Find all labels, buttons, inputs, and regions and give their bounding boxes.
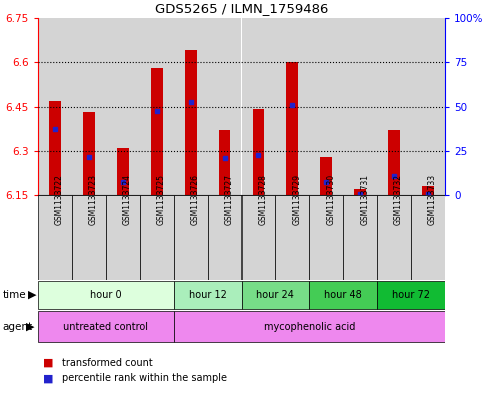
Bar bbox=[377, 281, 445, 309]
Text: hour 12: hour 12 bbox=[189, 290, 227, 300]
Bar bbox=[377, 195, 411, 280]
Text: hour 48: hour 48 bbox=[325, 290, 362, 300]
Bar bbox=[411, 195, 445, 280]
Text: ■: ■ bbox=[43, 373, 53, 383]
Bar bbox=[38, 281, 174, 309]
Text: GSM1133732: GSM1133732 bbox=[394, 174, 403, 225]
Bar bbox=[83, 112, 95, 195]
Text: GSM1133725: GSM1133725 bbox=[156, 174, 166, 225]
Text: GSM1133727: GSM1133727 bbox=[225, 174, 234, 225]
Text: GSM1133723: GSM1133723 bbox=[89, 174, 98, 225]
Text: GSM1133726: GSM1133726 bbox=[191, 174, 199, 225]
Bar bbox=[38, 18, 72, 195]
Bar bbox=[309, 195, 343, 280]
Bar bbox=[422, 186, 434, 195]
Bar bbox=[343, 18, 377, 195]
Bar bbox=[185, 50, 197, 195]
Bar bbox=[174, 281, 242, 309]
Text: GSM1133722: GSM1133722 bbox=[55, 174, 64, 225]
Bar bbox=[275, 18, 309, 195]
Bar bbox=[253, 109, 264, 195]
Bar bbox=[242, 281, 309, 309]
Bar bbox=[242, 195, 275, 280]
Text: GSM1133730: GSM1133730 bbox=[327, 174, 335, 225]
Text: GSM1133733: GSM1133733 bbox=[428, 174, 437, 225]
Text: agent: agent bbox=[2, 321, 32, 332]
Bar bbox=[343, 195, 377, 280]
Bar bbox=[286, 62, 298, 195]
Text: hour 0: hour 0 bbox=[90, 290, 122, 300]
Text: percentile rank within the sample: percentile rank within the sample bbox=[62, 373, 227, 383]
Bar bbox=[174, 18, 208, 195]
Bar bbox=[151, 68, 163, 195]
Bar bbox=[309, 281, 377, 309]
Text: GSM1133724: GSM1133724 bbox=[123, 174, 132, 225]
Bar bbox=[208, 195, 242, 280]
Text: mycophenolic acid: mycophenolic acid bbox=[264, 321, 355, 332]
Bar bbox=[140, 18, 174, 195]
Bar bbox=[117, 148, 129, 195]
Bar bbox=[377, 18, 411, 195]
Text: GSM1133728: GSM1133728 bbox=[258, 174, 268, 225]
Bar bbox=[388, 130, 400, 195]
Text: GSM1133729: GSM1133729 bbox=[292, 174, 301, 225]
Text: transformed count: transformed count bbox=[62, 358, 153, 367]
Bar bbox=[354, 189, 366, 195]
Bar bbox=[106, 195, 140, 280]
Bar bbox=[411, 18, 445, 195]
Bar bbox=[106, 18, 140, 195]
Bar bbox=[72, 18, 106, 195]
Text: ▶: ▶ bbox=[26, 321, 34, 332]
Bar bbox=[49, 101, 61, 195]
Bar bbox=[309, 18, 343, 195]
Text: ■: ■ bbox=[43, 358, 53, 367]
Bar bbox=[219, 130, 230, 195]
Text: ▶: ▶ bbox=[28, 290, 37, 300]
Bar bbox=[174, 310, 445, 342]
Text: GSM1133731: GSM1133731 bbox=[360, 174, 369, 225]
Bar bbox=[72, 195, 106, 280]
Bar bbox=[320, 157, 332, 195]
Text: hour 24: hour 24 bbox=[256, 290, 294, 300]
Bar bbox=[140, 195, 174, 280]
Text: untreated control: untreated control bbox=[63, 321, 148, 332]
Text: hour 72: hour 72 bbox=[392, 290, 430, 300]
Bar bbox=[38, 195, 72, 280]
Bar bbox=[174, 195, 208, 280]
Bar bbox=[38, 310, 174, 342]
Bar bbox=[275, 195, 309, 280]
Text: time: time bbox=[2, 290, 26, 300]
Bar bbox=[242, 18, 275, 195]
Text: GDS5265 / ILMN_1759486: GDS5265 / ILMN_1759486 bbox=[155, 2, 328, 15]
Bar bbox=[208, 18, 242, 195]
